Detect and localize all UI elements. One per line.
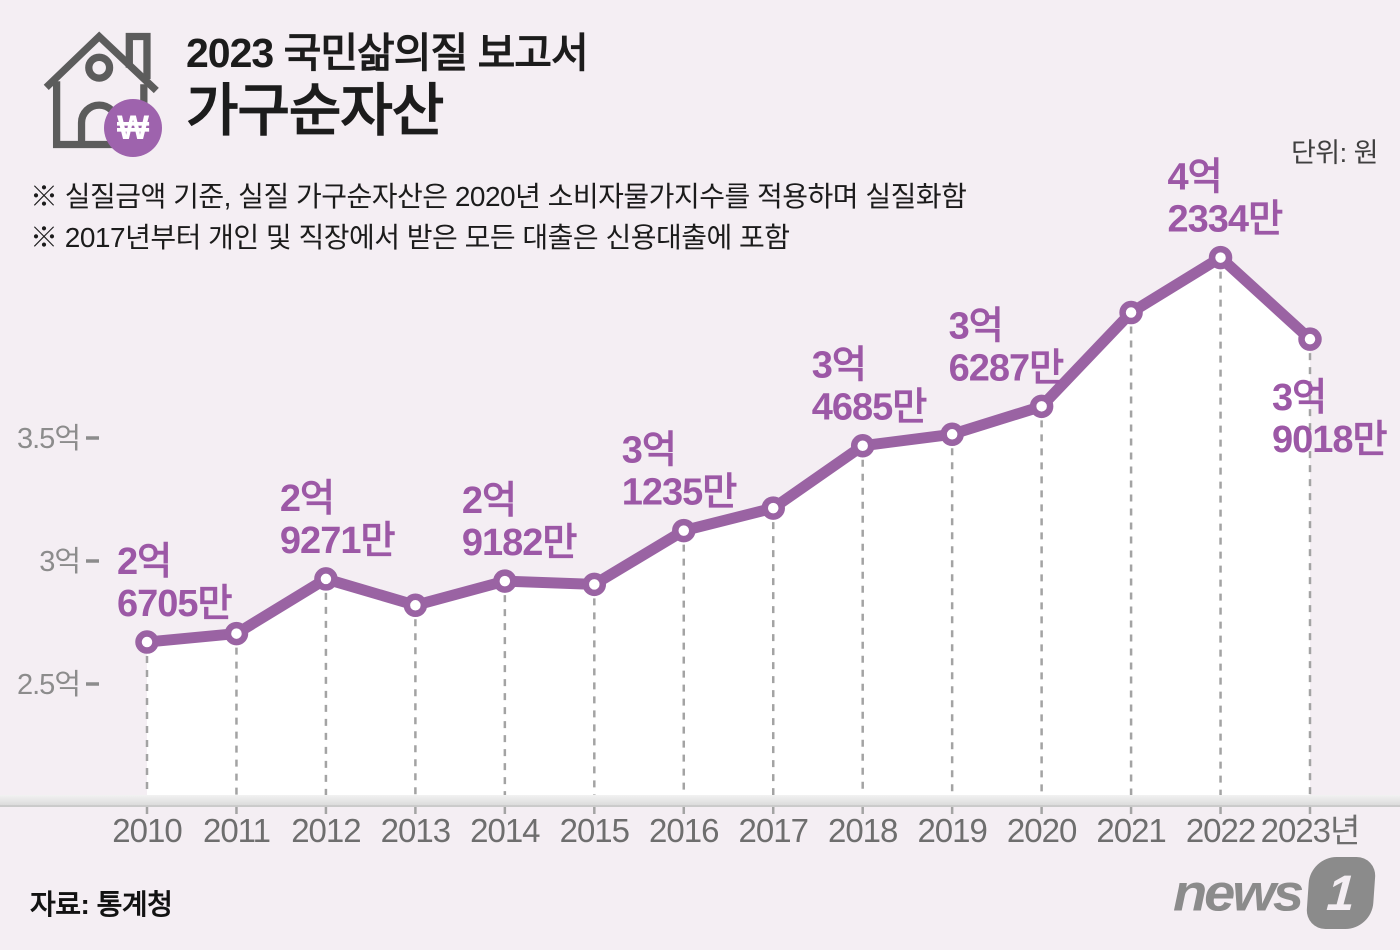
value-label-man-2020: 6287만	[949, 347, 1065, 389]
data-point-2011	[224, 621, 249, 646]
year-label-2020: 2020	[1007, 812, 1077, 849]
value-label-eok-2014: 2억	[462, 480, 516, 522]
value-label-eok-2020: 3억	[949, 305, 1003, 347]
round-window-shape	[85, 53, 114, 82]
y-tick-label-3.5억: 3.5억	[17, 423, 80, 455]
year-label-2010: 2010	[112, 812, 182, 849]
under-line-area	[147, 257, 1310, 797]
data-point-2019	[940, 422, 964, 447]
report-title: 2023 국민삶의질 보고서	[186, 30, 589, 76]
value-label-man-2010: 6705만	[117, 583, 233, 625]
value-label-man-2014: 9182만	[462, 522, 578, 564]
value-label-man-2022: 2334만	[1168, 199, 1284, 241]
unit-label: 단위: 원	[1290, 138, 1379, 168]
data-point-2015	[582, 572, 607, 597]
trend-line	[141, 252, 1316, 648]
x-axis-band	[0, 795, 1400, 807]
chimney-shape	[125, 32, 151, 80]
y-tick-label-3억: 3억	[39, 546, 80, 578]
year-label-2023: 2023년	[1261, 812, 1360, 849]
page-title: 가구순자산	[186, 79, 444, 143]
roof-shape	[43, 31, 159, 94]
year-label-2019: 2019	[917, 812, 986, 849]
news1-wordmark: news	[1172, 863, 1304, 922]
news1-badge-icon: 1	[1305, 857, 1377, 929]
data-point-2016	[672, 518, 696, 543]
year-label-2013: 2013	[381, 812, 450, 849]
data-point-2017	[761, 496, 785, 520]
data-point-2013	[403, 593, 428, 618]
data-point-2018	[850, 433, 875, 458]
data-point-2014	[493, 569, 517, 593]
news1-logo: news 1	[1172, 853, 1377, 933]
year-label-2012: 2012	[291, 812, 360, 849]
year-label-2016: 2016	[649, 812, 718, 849]
value-label-eok-2012: 2억	[280, 478, 334, 520]
year-label-2022: 2022	[1186, 812, 1255, 849]
value-label-eok-2018: 3억	[812, 345, 866, 387]
footnote-line-2: ※ 2017년부터 개인 및 직장에서 받은 모든 대출은 신용대출에 포함	[30, 222, 790, 253]
value-label-eok-2010: 2억	[117, 541, 171, 583]
title-block: 2023 국민삶의질 보고서 가구순자산	[186, 30, 589, 143]
footnote-line-1: ※ 실질금액 기준, 실질 가구순자산은 2020년 소비자물가지수를 적용하며…	[30, 181, 967, 212]
value-label-eok-2023: 3억	[1272, 377, 1326, 419]
data-point-2023	[1298, 327, 1322, 351]
year-label-2014: 2014	[470, 812, 540, 849]
y-tick-label-2.5억: 2.5억	[17, 669, 80, 701]
value-label-man-2018: 4685만	[812, 387, 928, 429]
source-label: 자료: 통계청	[30, 889, 173, 920]
year-label-2018: 2018	[828, 812, 897, 849]
year-label-2017: 2017	[739, 812, 808, 849]
data-point-2010	[135, 630, 159, 654]
data-point-2022	[1208, 245, 1233, 270]
house-icon: ₩	[40, 22, 175, 157]
year-label-2015: 2015	[560, 812, 629, 849]
value-label-man-2016: 1235만	[622, 472, 738, 514]
value-label-man-2012: 9271만	[280, 520, 396, 562]
won-sign-icon: ₩	[104, 99, 162, 157]
year-label-2021: 2021	[1096, 812, 1165, 849]
value-label-eok-2016: 3억	[622, 430, 676, 472]
value-label-eok-2022: 4억	[1168, 157, 1222, 199]
news1-badge-number: 1	[1325, 865, 1357, 921]
value-label-man-2023: 9018만	[1272, 419, 1388, 461]
year-label-2011: 2011	[203, 812, 270, 849]
data-point-2012	[314, 567, 338, 591]
data-point-2021	[1119, 300, 1143, 325]
data-point-2020	[1029, 394, 1054, 419]
footnotes: ※ 실질금액 기준, 실질 가구순자산은 2020년 소비자물가지수를 적용하며…	[30, 176, 967, 258]
